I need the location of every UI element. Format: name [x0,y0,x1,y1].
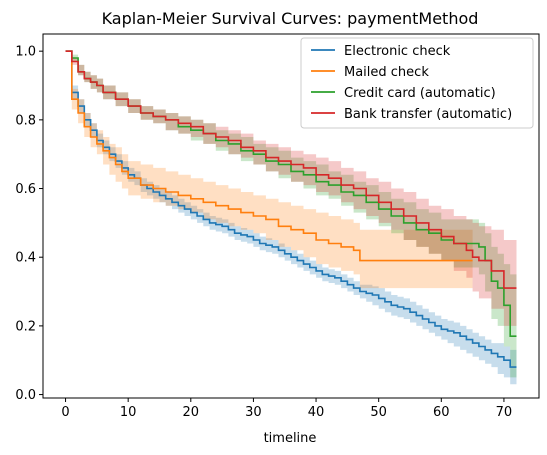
y-axis-ticks: 0.0 0.2 0.4 0.6 0.8 1.0 [15,45,43,403]
y-tick-label: 0.6 [15,182,36,197]
x-tick-label: 0 [61,405,69,420]
y-tick-label: 0.4 [15,251,36,266]
ci-band-electronic-check [65,51,517,385]
x-tick-label: 20 [183,405,200,420]
legend-label-mailed-check: Mailed check [344,65,429,80]
y-tick-label: 1.0 [15,45,36,60]
survival-lines [65,50,517,368]
legend-label-electronic-check: Electronic check [344,44,451,59]
axes-frame [42,33,540,399]
y-tick-label: 0.8 [15,113,36,128]
x-axis-label: timeline [264,431,317,446]
x-tick-label: 30 [245,405,262,420]
x-tick-label: 70 [496,405,513,420]
legend-box [300,37,534,129]
x-axis-ticks: 0 10 20 30 40 50 60 70 [61,398,512,420]
y-tick-label: 0.0 [15,388,36,403]
x-tick-label: 10 [120,405,137,420]
y-tick-label: 0.2 [15,319,36,334]
survival-line-bank-transfer-automatic [65,50,517,289]
survival-line-mailed-check [65,50,473,262]
ci-band-credit-card-automatic [65,51,517,378]
plot-area [65,50,517,385]
legend-label-credit-card: Credit card (automatic) [344,86,496,101]
legend-label-bank-transfer: Bank transfer (automatic) [344,107,512,122]
chart-title: Kaplan-Meier Survival Curves: paymentMet… [102,9,479,28]
ci-band-mailed-check [65,51,473,289]
legend: Electronic check Mailed check Credit car… [300,37,534,129]
x-tick-label: 40 [308,405,325,420]
x-tick-label: 60 [433,405,450,420]
x-tick-label: 50 [370,405,387,420]
